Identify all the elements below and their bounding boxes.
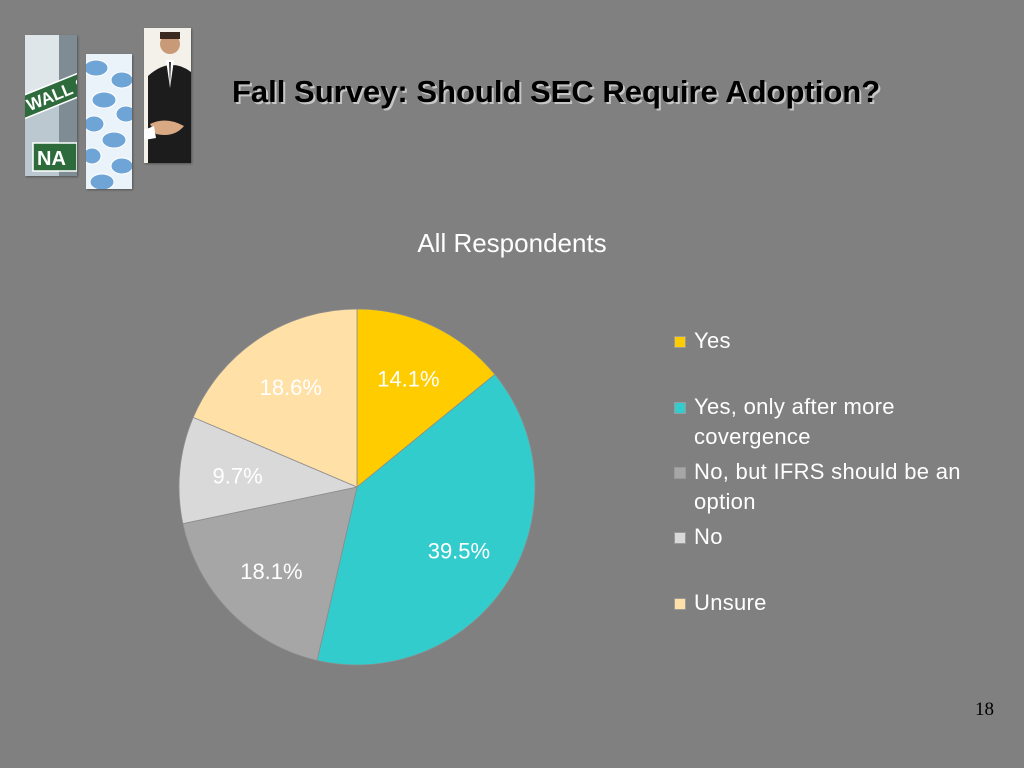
street-sign-text-2: NA — [37, 148, 66, 170]
legend-label-2: Yes, only after more covergence — [694, 394, 895, 449]
data-label-4: 9.7% — [213, 463, 263, 488]
street-sign-photo: WALL ST NA — [25, 35, 77, 176]
data-label-5: 18.6% — [260, 375, 322, 400]
legend-swatch-1 — [674, 336, 686, 348]
handshake-photo — [144, 28, 191, 163]
pie-slice-2 — [316, 373, 536, 666]
slide-title: Fall Survey: Should SEC Require Adoption… — [232, 74, 881, 109]
legend-swatch-4 — [674, 532, 686, 544]
legend-label-5: Unsure — [694, 590, 767, 615]
calculator-photo — [86, 54, 132, 189]
data-label-2: 39.5% — [428, 538, 490, 563]
pie-slice-4 — [178, 416, 359, 525]
legend-label-4: No — [694, 524, 723, 549]
data-label-3: 18.1% — [240, 559, 302, 584]
pie-slice-1 — [356, 308, 496, 488]
pie-slice-3 — [182, 486, 358, 661]
chart-title: All Respondents — [417, 228, 607, 258]
slide-number: 18 — [975, 699, 994, 720]
pie-slice-5 — [192, 308, 358, 488]
legend-swatch-5 — [674, 598, 686, 610]
legend-swatch-3 — [674, 467, 686, 479]
legend-label-1: Yes — [694, 328, 731, 353]
legend-label-3: No, but IFRS should be an option — [694, 459, 961, 514]
legend-swatch-2 — [674, 402, 686, 414]
data-label-1: 14.1% — [377, 367, 439, 392]
